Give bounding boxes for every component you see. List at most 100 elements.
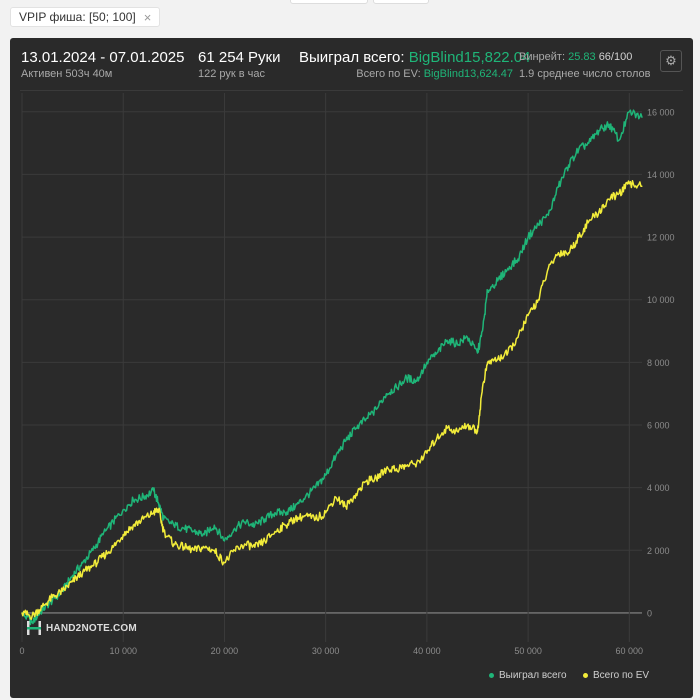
data-point-ev <box>537 299 539 301</box>
data-point-ev <box>21 612 23 614</box>
data-point-won <box>203 534 205 536</box>
data-point-ev <box>132 524 134 526</box>
hands-per-hour: 122 рук в час <box>198 68 266 80</box>
tab-stub-1[interactable] <box>290 0 368 4</box>
data-point-won <box>395 386 398 388</box>
data-point-won <box>122 509 124 511</box>
data-point-ev <box>314 518 317 520</box>
data-point-won <box>537 224 539 226</box>
data-point-won <box>466 336 468 338</box>
data-point-won <box>335 455 337 457</box>
data-point-ev <box>547 267 549 269</box>
total-won-label: Выиграл всего: <box>299 49 405 66</box>
data-point-ev <box>618 192 620 194</box>
data-point-ev <box>193 549 195 551</box>
y-tick-label: 16 000 <box>647 107 675 117</box>
data-point-won <box>345 440 347 442</box>
data-point-won <box>158 502 160 504</box>
data-point-ev <box>456 430 458 432</box>
data-point-won <box>72 574 74 577</box>
data-point-won <box>406 377 408 379</box>
data-point-won <box>517 258 519 260</box>
data-point-won <box>244 521 246 523</box>
data-point-won <box>578 148 580 150</box>
data-point-won <box>527 236 529 238</box>
data-point-won <box>112 521 114 523</box>
x-tick-label: 20 000 <box>211 646 239 656</box>
data-point-ev <box>476 430 479 432</box>
x-tick-label: 50 000 <box>514 646 542 656</box>
date-range: 13.01.2024 - 07.01.2025 <box>21 49 185 66</box>
data-point-ev <box>497 358 499 360</box>
legend-won[interactable]: Выиграл всего <box>489 670 567 681</box>
total-ev-value: BigBlind13,624.47 <box>423 68 513 80</box>
data-point-ev <box>264 540 266 542</box>
data-point-ev <box>102 556 104 558</box>
data-point-ev <box>608 198 610 201</box>
y-tick-label: 2 000 <box>647 546 670 556</box>
data-point-won <box>456 343 458 345</box>
y-tick-label: 4 000 <box>647 483 670 493</box>
gear-icon[interactable]: ⚙ <box>660 50 682 72</box>
data-point-won <box>294 505 296 507</box>
x-tick-label: 30 000 <box>312 646 340 656</box>
legend-ev-label: Всего по EV <box>593 670 650 681</box>
close-icon[interactable]: × <box>143 9 152 25</box>
logo-text: HAND2NOTE.COM <box>46 622 137 634</box>
data-point-ev <box>142 518 145 520</box>
legend-won-swatch <box>489 673 494 678</box>
data-point-ev <box>416 462 418 464</box>
total-ev: Всего по EV: BigBlind13,624.47 <box>356 68 513 80</box>
filter-chip[interactable]: VPIP фиша: [50; 100] × <box>10 7 161 27</box>
data-point-won <box>183 527 185 529</box>
data-point-won <box>173 524 175 526</box>
series-line-won <box>21 109 643 626</box>
data-point-won <box>31 621 33 623</box>
series-line-ev <box>21 180 642 620</box>
data-point-ev <box>568 252 570 254</box>
data-point-ev <box>234 549 236 551</box>
data-point-won <box>264 518 266 520</box>
data-point-won <box>426 361 428 363</box>
data-point-ev <box>588 220 590 222</box>
hands-count: 61 254 Руки <box>198 49 281 66</box>
winrate-value: 25.83 <box>568 51 596 63</box>
data-point-ev <box>406 465 408 467</box>
total-ev-label: Всего по EV: <box>356 68 421 80</box>
tab-stub-2[interactable] <box>373 0 429 4</box>
data-point-won <box>365 418 367 420</box>
data-point-won <box>102 534 104 536</box>
winrate: Винрейт: 25.83 66/100 <box>519 51 632 63</box>
data-point-ev <box>598 211 600 213</box>
data-point-won <box>547 214 549 216</box>
data-point-ev <box>578 236 580 238</box>
header-divider <box>20 90 683 91</box>
legend-ev[interactable]: Всего по EV <box>583 670 649 681</box>
data-point-ev <box>335 496 337 498</box>
y-tick-label: 0 <box>647 608 652 618</box>
data-point-won <box>304 496 306 498</box>
x-tick-label: 60 000 <box>616 646 644 656</box>
data-point-ev <box>61 590 64 592</box>
graph-panel: 13.01.2024 - 07.01.2025 Активен 503ч 40м… <box>10 38 693 698</box>
data-point-ev <box>466 424 468 426</box>
avg-tables: 1.9 среднее число столов <box>519 68 651 80</box>
data-point-ev <box>274 530 276 533</box>
data-point-ev <box>426 452 428 454</box>
data-point-won <box>51 599 54 602</box>
y-tick-label: 14 000 <box>647 170 675 180</box>
data-point-won <box>476 352 479 354</box>
data-point-ev <box>122 534 124 536</box>
data-point-ev <box>481 386 484 388</box>
data-point-ev <box>183 546 185 548</box>
data-point-ev <box>446 427 448 429</box>
data-point-ev <box>365 480 367 482</box>
y-tick-label: 6 000 <box>647 421 670 431</box>
x-tick-label: 10 000 <box>109 646 137 656</box>
data-point-ev <box>92 565 94 567</box>
data-point-won <box>314 487 317 489</box>
data-point-won <box>487 289 489 291</box>
data-point-ev <box>72 581 74 583</box>
data-point-won <box>142 496 145 498</box>
data-point-ev <box>82 571 84 573</box>
